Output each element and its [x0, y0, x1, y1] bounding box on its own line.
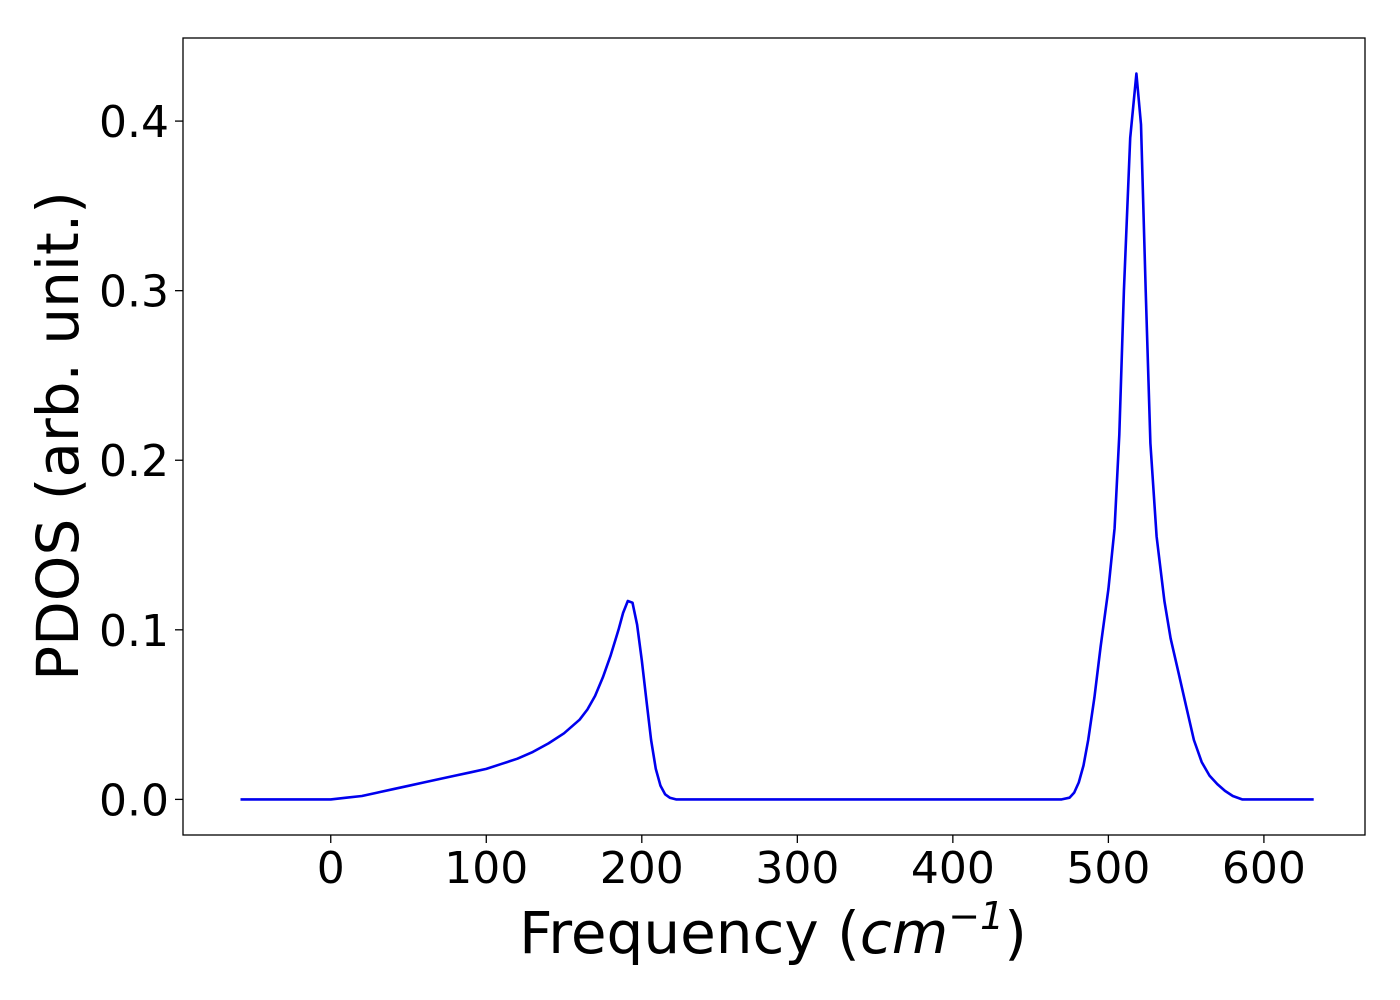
x-tick-label: 400 — [911, 843, 995, 894]
axes-frame — [182, 37, 1366, 836]
plot-area — [240, 72, 1314, 801]
pdos-series-line — [240, 72, 1314, 801]
x-tick-label: 500 — [1066, 843, 1150, 894]
y-tick-label: 0.2 — [99, 436, 169, 487]
x-tick-label: 100 — [444, 843, 528, 894]
y-tick-label: 0.0 — [99, 775, 169, 826]
y-axis-ticks: 0.0 0.1 0.2 0.3 0.4 — [99, 97, 183, 826]
y-tick-label: 0.4 — [99, 97, 169, 148]
y-tick-label: 0.1 — [99, 606, 169, 657]
y-tick-label: 0.3 — [99, 267, 169, 318]
x-axis-ticks: 0 100 200 300 400 500 600 — [317, 835, 1306, 894]
x-tick-label: 600 — [1222, 843, 1306, 894]
x-axis-label: Frequency (cm−1) — [519, 894, 1027, 967]
x-tick-label: 0 — [317, 843, 345, 894]
y-axis-label: PDOS (arb. unit.) — [24, 191, 92, 681]
x-tick-label: 200 — [600, 843, 684, 894]
x-tick-label: 300 — [755, 843, 839, 894]
